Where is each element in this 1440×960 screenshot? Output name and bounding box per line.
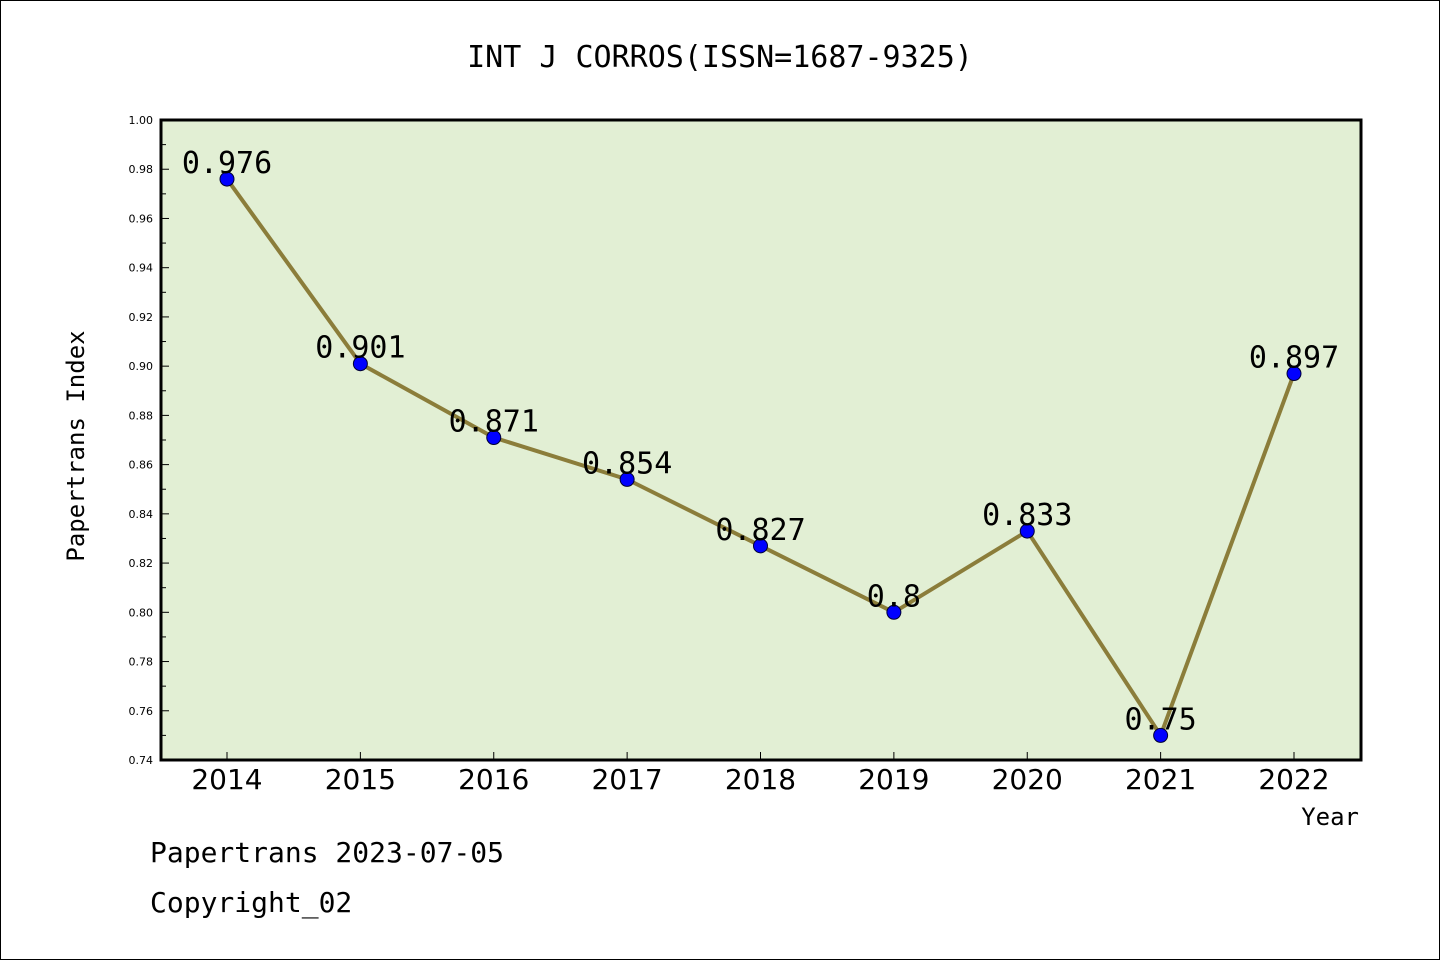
data-point: [486, 430, 502, 446]
data-point: [1153, 727, 1169, 743]
y-tick-label: 0.92: [129, 311, 154, 324]
x-tick-label: 2021: [1125, 763, 1196, 796]
footer-copyright: Copyright_02: [150, 886, 353, 919]
y-tick-label: 0.76: [129, 705, 154, 718]
x-tick-label: 2019: [858, 763, 929, 796]
data-label: 0.901: [315, 331, 405, 366]
x-tick-label: 2022: [1258, 763, 1329, 796]
x-tick-label: 2014: [191, 763, 262, 796]
plot-border: [159, 118, 1363, 762]
data-label: 0.976: [182, 146, 272, 181]
data-point: [886, 604, 902, 620]
x-tick-label: 2016: [458, 763, 529, 796]
x-tick-label: 2020: [992, 763, 1063, 796]
footer-date: Papertrans 2023-07-05: [150, 836, 505, 869]
data-label: 0.8: [867, 579, 921, 614]
data-label: 0.827: [715, 513, 805, 548]
data-point: [753, 538, 768, 554]
data-label: 0.854: [582, 446, 672, 481]
y-tick-label: 0.84: [129, 508, 154, 521]
data-point: [219, 171, 235, 187]
data-point: [352, 356, 368, 372]
data-label: 0.897: [1249, 341, 1339, 376]
data-point: [619, 471, 635, 487]
y-tick-label: 0.90: [129, 360, 154, 373]
plot-area: [161, 120, 1361, 760]
y-tick-label: 0.96: [129, 212, 154, 225]
chart-title: INT J CORROS(ISSN=1687-9325): [467, 40, 973, 75]
y-tick-label: 0.80: [129, 606, 154, 619]
y-tick-label: 0.86: [129, 459, 154, 472]
data-label: 0.833: [982, 498, 1072, 533]
y-tick-label: 0.94: [129, 262, 154, 275]
data-point: [1286, 366, 1302, 382]
y-tick-label: 0.98: [129, 163, 154, 176]
data-label: 0.871: [449, 405, 539, 440]
data-point: [1019, 523, 1035, 539]
x-axis-label: Year: [1301, 803, 1359, 831]
y-tick-label: 0.74: [129, 754, 154, 767]
y-axis-label: Papertrans Index: [62, 330, 90, 561]
x-tick-label: 2018: [725, 763, 796, 796]
y-tick-label: 0.78: [129, 656, 154, 669]
x-tick-label: 2015: [325, 763, 396, 796]
y-tick-label: 0.82: [129, 557, 154, 570]
data-label: 0.75: [1125, 702, 1197, 737]
y-tick-label: 1.00: [129, 114, 154, 127]
y-tick-label: 0.88: [129, 409, 154, 422]
x-tick-label: 2017: [591, 763, 662, 796]
